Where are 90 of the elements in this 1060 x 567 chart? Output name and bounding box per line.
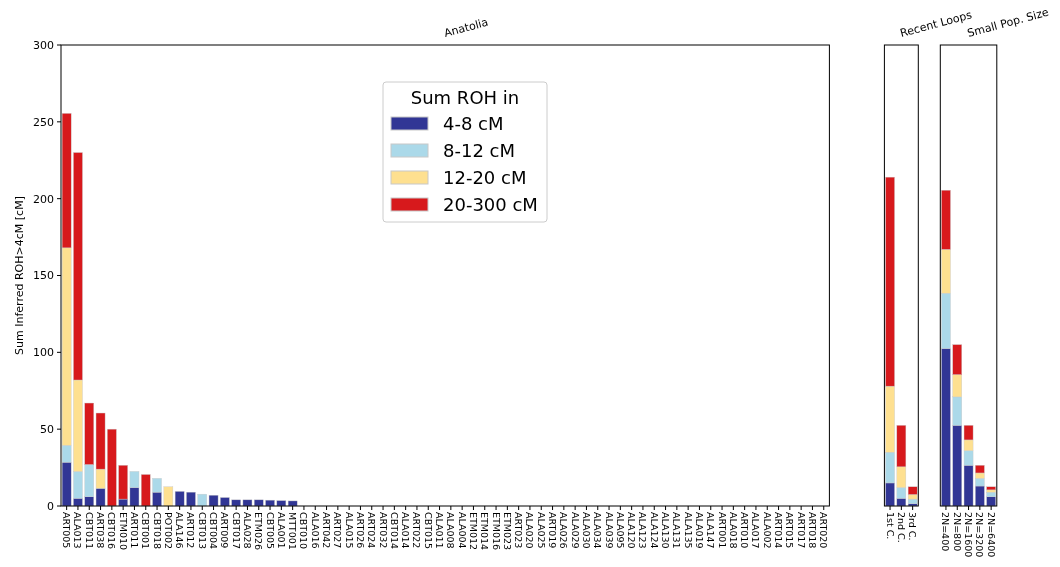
x-tick-label: ART012	[185, 512, 197, 549]
x-tick-label: ALA039	[603, 512, 615, 549]
y-tick-label: 0	[47, 499, 54, 513]
x-tick-label: CBT010	[298, 512, 310, 550]
x-tick-label: ALA030	[580, 512, 592, 549]
x-tick-label: CBT016	[106, 512, 118, 550]
x-tick-label: ART023	[513, 512, 525, 549]
y-tick-label: 150	[33, 269, 54, 283]
x-tick-label: CBT005	[264, 512, 276, 550]
x-tick-label: ETM016	[490, 512, 502, 551]
x-tick-label: 3rd C.	[907, 512, 919, 541]
x-tick-label: 2N=800	[951, 512, 963, 552]
x-tick-label: ALA019	[693, 512, 705, 549]
x-tick-label: 2N=6400	[985, 512, 997, 558]
x-tick-label: ART015	[784, 512, 796, 549]
x-tick-label: ALA016	[309, 512, 321, 549]
x-tick-label: ART009	[219, 512, 231, 549]
x-tick-label: ALA015	[343, 512, 355, 549]
x-tick-label: POT002	[162, 512, 174, 550]
x-tick-label: ALA013	[72, 512, 84, 549]
x-tick-label: ART019	[547, 512, 559, 549]
x-tick-label: ALA018	[727, 512, 739, 549]
x-tick-label: ALA034	[592, 512, 604, 549]
x-tick-label: ALA029	[569, 512, 581, 549]
x-tick-label: ART024	[366, 512, 378, 549]
x-tick-label: ALA028	[241, 512, 253, 549]
x-tick-label: CBT014	[388, 512, 400, 550]
x-tick-label: ALA017	[750, 512, 762, 549]
x-tick-label: CBT013	[196, 512, 208, 550]
x-tick-label: ART001	[716, 512, 728, 549]
x-tick-label: ETM014	[479, 512, 491, 551]
x-tick-label: ALA120	[626, 512, 638, 549]
x-tick-label: ART018	[806, 512, 818, 549]
x-tick-label: ALA014	[400, 512, 412, 549]
x-tick-label: ART027	[332, 512, 344, 549]
x-tick-label: ALA131	[671, 512, 683, 549]
x-tick-label: ALA011	[434, 512, 446, 549]
x-tick-label: CBT017	[230, 512, 242, 550]
legend-label: 8-12 cM	[443, 140, 515, 162]
x-tick-label: ALA004	[456, 512, 468, 549]
x-tick-label: ALA008	[445, 512, 457, 549]
x-tick-label: ART017	[795, 512, 807, 549]
x-tick-label: ART010	[739, 512, 751, 549]
y-tick-label: 50	[40, 423, 54, 437]
x-tick-label: ALA146	[174, 512, 186, 549]
x-tick-label: ETM012	[467, 512, 479, 551]
y-tick-label: 100	[33, 346, 54, 360]
x-tick-label: MTT001	[287, 512, 299, 550]
x-tick-label: ETM026	[253, 512, 265, 551]
x-tick-label: ART026	[354, 512, 366, 549]
x-tick-label: ALA147	[705, 512, 717, 549]
chart-title: Anatolia	[442, 15, 490, 40]
y-tick-label: 300	[33, 38, 54, 52]
x-tick-label: ART038	[95, 512, 107, 549]
x-tick-label: ART042	[321, 512, 333, 549]
x-tick-label: 2nd C.	[895, 512, 907, 543]
x-tick-label: ALA095	[614, 512, 626, 549]
x-tick-label: ART014	[773, 512, 785, 549]
x-tick-label: CBT011	[83, 512, 95, 550]
x-tick-label: ART020	[818, 512, 830, 549]
y-tick-label: 200	[33, 192, 54, 206]
x-tick-label: ALA130	[660, 512, 672, 549]
x-tick-label: CBT018	[151, 512, 163, 550]
x-tick-label: ART005	[61, 512, 73, 549]
x-tick-label: ART011	[128, 512, 140, 549]
x-tick-label: CBT001	[140, 512, 152, 550]
legend-label: 20-300 cM	[443, 194, 538, 216]
x-tick-label: ALA026	[558, 512, 570, 549]
x-tick-label: ALA123	[637, 512, 649, 549]
x-tick-label: CBT004	[208, 512, 220, 550]
x-tick-label: 2N=1600	[963, 512, 975, 558]
x-tick-label: ART032	[377, 512, 389, 549]
legend-label: 12-20 cM	[443, 167, 527, 189]
x-tick-label: ALA124	[648, 512, 660, 549]
legend-label: 4-8 cM	[443, 113, 504, 135]
y-axis-title: Sum Inferred ROH>4cM [cM]	[13, 196, 26, 355]
x-tick-label: CBT015	[422, 512, 434, 550]
x-tick-label: 1st C.	[884, 512, 896, 540]
x-tick-label: ALA025	[535, 512, 547, 549]
x-tick-label: ART022	[411, 512, 423, 549]
x-tick-label: 2N=3200	[974, 512, 986, 558]
x-tick-label: ALA135	[682, 512, 694, 549]
x-tick-label: ETM010	[117, 512, 129, 551]
x-tick-label: ALA001	[275, 512, 287, 549]
y-tick-label: 250	[33, 115, 54, 129]
x-tick-label: ALA020	[524, 512, 536, 549]
x-tick-label: ALA002	[761, 512, 773, 549]
x-tick-label: ETM023	[501, 512, 513, 551]
legend-title: Sum ROH in	[410, 87, 520, 108]
x-tick-label: 2N=400	[940, 512, 952, 552]
